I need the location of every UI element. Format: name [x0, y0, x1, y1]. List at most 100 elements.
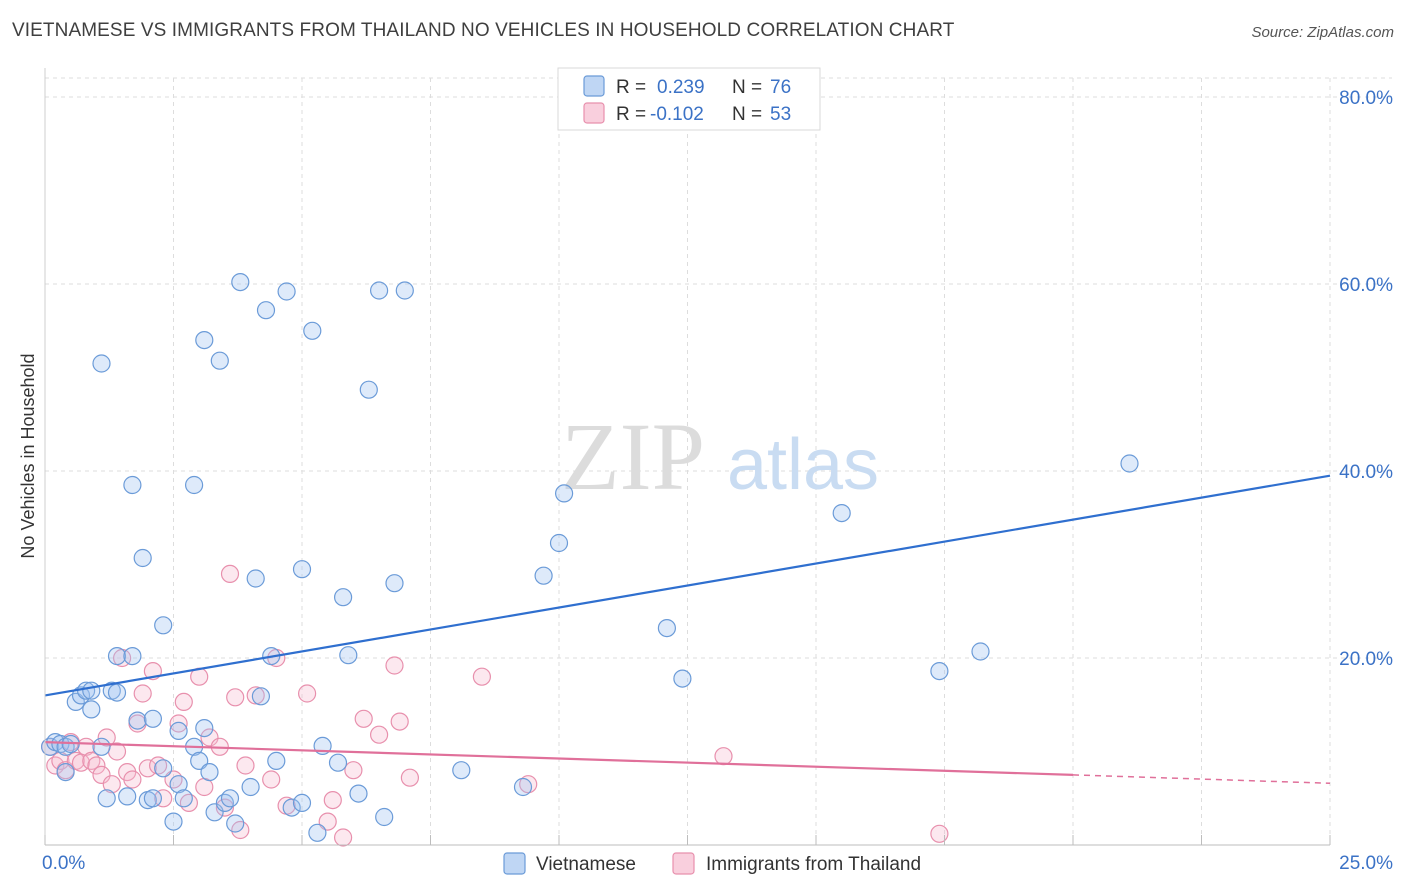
thailand-point	[334, 828, 353, 847]
vietnamese-point	[210, 351, 229, 370]
vietnamese-point	[143, 709, 162, 728]
vietnamese-point	[292, 793, 312, 813]
thailand-point	[102, 775, 121, 794]
vietnamese-point	[513, 777, 533, 797]
vietnamese-point	[256, 301, 276, 320]
vietnamese-point	[154, 759, 173, 778]
bottom-legend-swatch-vietnamese	[503, 852, 526, 875]
thailand-point	[714, 747, 733, 766]
trendline-thailand	[44, 741, 1074, 776]
trend-lines	[44, 474, 1331, 785]
thailand-point	[154, 789, 173, 808]
y-tick-label: 40.0%	[1339, 462, 1393, 483]
thailand-point	[390, 712, 409, 731]
vietnamese-point	[549, 533, 569, 553]
vietnamese-point	[267, 751, 286, 771]
vietnamese-point	[82, 681, 101, 700]
vietnamese-point	[56, 762, 75, 782]
vietnamese-point	[971, 642, 990, 661]
vietnamese-point	[97, 789, 116, 808]
vietnamese-point	[220, 789, 240, 808]
legend-r-label-vietnamese: R =	[616, 77, 646, 98]
vietnamese-point	[1120, 454, 1139, 473]
vietnamese-point	[154, 616, 173, 635]
thailand-point	[87, 756, 106, 775]
vietnamese-point	[832, 503, 851, 523]
legend-r-value-vietnamese: 0.239	[657, 77, 705, 98]
legend-r-label-thailand: R =	[616, 104, 646, 125]
bottom-legend: Vietnamese Immigrants from Thailand	[503, 852, 921, 875]
thailand-point	[92, 765, 111, 785]
vietnamese-point	[107, 683, 127, 702]
thailand-point	[519, 775, 538, 794]
vietnamese-point	[241, 777, 260, 797]
thailand-point	[385, 656, 404, 675]
axes: 20.0% 40.0% 60.0% 80.0% 0.0% 25.0%	[42, 68, 1393, 874]
bottom-legend-label-vietnamese: Vietnamese	[536, 854, 636, 875]
y-tick-label: 60.0%	[1339, 275, 1393, 296]
vietnamese-point	[339, 646, 358, 665]
thailand-point	[246, 686, 265, 705]
vietnamese-point	[359, 380, 378, 399]
legend-n-label-thailand: N =	[732, 104, 762, 125]
thailand-point	[298, 684, 317, 703]
vietnamese-point	[195, 331, 214, 350]
vietnamese-point	[195, 718, 214, 738]
chart-source: Source: ZipAtlas.com	[1251, 24, 1394, 41]
thailand-point	[354, 709, 373, 728]
trendline-thailand-extension	[1072, 774, 1331, 785]
vietnamese-point	[133, 548, 152, 568]
y-tick-label: 80.0%	[1339, 88, 1393, 109]
series-vietnamese	[40, 273, 1139, 842]
vietnamese-point	[82, 700, 101, 719]
vietnamese-point	[370, 281, 389, 300]
vietnamese-point	[174, 789, 193, 808]
thailand-point	[174, 692, 193, 712]
thailand-point	[200, 728, 219, 747]
thailand-point	[169, 714, 188, 733]
legend-r-value-thailand: -0.102	[650, 104, 704, 125]
vietnamese-point	[282, 798, 301, 817]
vietnamese-point	[246, 569, 265, 588]
watermark: ZIP atlas	[561, 403, 879, 510]
vietnamese-point	[930, 661, 949, 681]
thailand-point	[149, 756, 168, 775]
vietnamese-point	[673, 669, 692, 688]
vietnamese-point	[534, 566, 553, 585]
vietnamese-point	[349, 784, 368, 803]
thailand-point	[226, 688, 245, 707]
legend-box: R = 0.239 N = 76 R = -0.102 N = 53	[557, 67, 821, 131]
thailand-point	[318, 812, 337, 831]
thailand-point	[472, 667, 491, 686]
thailand-point	[400, 768, 419, 787]
thailand-point	[220, 564, 240, 584]
vietnamese-point	[385, 574, 404, 593]
thailand-point	[344, 761, 363, 780]
legend-n-label-vietnamese: N =	[732, 77, 762, 98]
vietnamese-point	[169, 721, 188, 741]
vietnamese-point	[92, 737, 111, 756]
thailand-point	[133, 684, 152, 703]
legend-n-value-thailand: 53	[770, 104, 791, 125]
vietnamese-point	[226, 814, 245, 833]
vietnamese-point	[231, 273, 250, 292]
vietnamese-point	[328, 753, 348, 772]
vietnamese-point	[277, 282, 296, 301]
vietnamese-point	[190, 751, 209, 771]
thailand-point	[97, 728, 116, 747]
x-tick-label-min: 0.0%	[42, 853, 85, 874]
vietnamese-point	[395, 281, 414, 300]
vietnamese-point	[554, 484, 574, 503]
legend-n-value-vietnamese: 76	[770, 77, 791, 98]
thailand-point	[236, 756, 255, 775]
vietnamese-point	[118, 787, 137, 806]
grid-lines	[45, 77, 1392, 845]
bottom-legend-label-thailand: Immigrants from Thailand	[706, 854, 921, 875]
watermark-atlas: atlas	[727, 425, 879, 505]
vietnamese-point	[169, 775, 188, 794]
vietnamese-point	[185, 475, 204, 495]
chart-title: VIETNAMESE VS IMMIGRANTS FROM THAILAND N…	[12, 20, 955, 41]
series-immigrants-from-thailand	[40, 564, 949, 847]
vietnamese-point	[375, 807, 394, 827]
